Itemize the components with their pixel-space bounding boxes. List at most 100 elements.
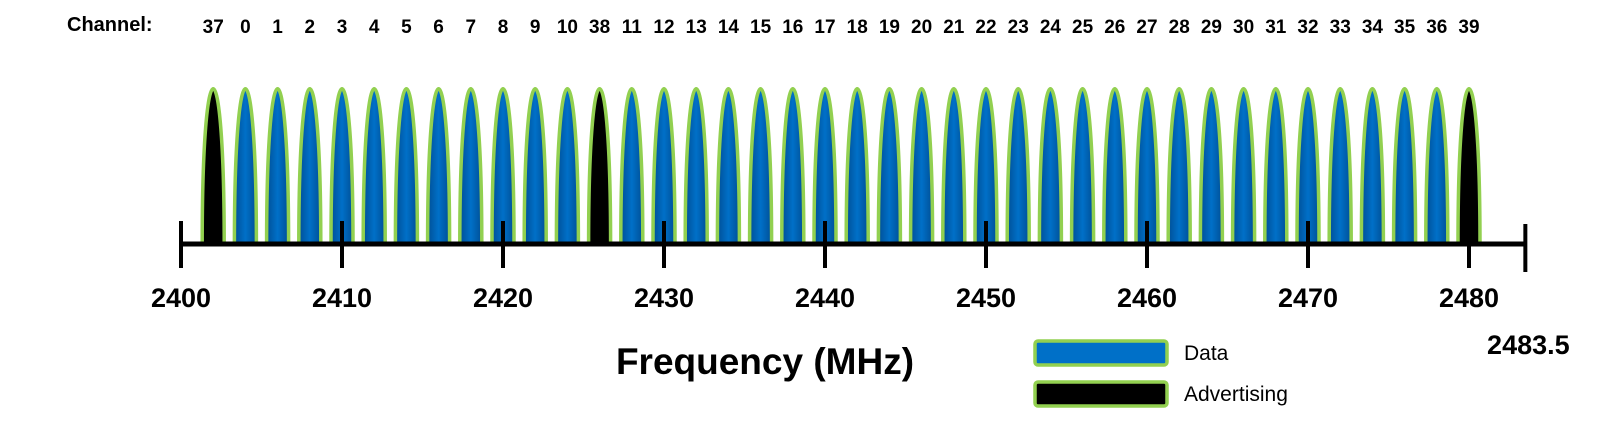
channel-label-29: 29 (1201, 17, 1222, 38)
channel-label-0: 0 (240, 17, 251, 38)
tick-label-2440: 2440 (795, 283, 855, 313)
data-channel-lobe-16 (780, 87, 806, 246)
tick-label-2400: 2400 (151, 283, 211, 313)
data-channel-lobe-0 (232, 87, 259, 246)
channel-label-33: 33 (1330, 17, 1351, 38)
data-channel-lobe-26 (1102, 87, 1128, 246)
data-channel-lobe-1 (264, 87, 291, 246)
data-channel-lobe-8 (490, 87, 516, 246)
channel-label-5: 5 (401, 17, 412, 38)
channel-label-28: 28 (1169, 17, 1190, 38)
channel-label-24: 24 (1040, 17, 1062, 38)
channel-label-16: 16 (782, 17, 803, 38)
data-channel-lobe-27 (1134, 87, 1160, 246)
tick-label-2450: 2450 (956, 283, 1016, 313)
channel-label-8: 8 (498, 17, 509, 38)
channel-label-18: 18 (847, 17, 868, 38)
tick-label-2480: 2480 (1439, 283, 1499, 313)
data-channel-lobe-17 (812, 87, 838, 246)
channel-label-1: 1 (272, 17, 283, 38)
data-channel-lobe-31 (1263, 87, 1289, 246)
channel-label-4: 4 (369, 17, 380, 38)
tick-label-2430: 2430 (634, 283, 694, 313)
channel-label-38: 38 (589, 17, 610, 38)
data-channel-lobe-34 (1359, 87, 1386, 246)
data-channel-lobe-6 (425, 87, 452, 246)
data-channel-lobe-2 (297, 87, 323, 246)
data-channel-lobe-12 (651, 87, 677, 246)
x-axis-title: Frequency (MHz) (616, 341, 914, 382)
data-channel-lobe-9 (522, 87, 548, 246)
channel-label-3: 3 (337, 17, 348, 38)
channel-label-36: 36 (1426, 17, 1447, 38)
channel-label-34: 34 (1362, 17, 1384, 38)
channel-label-10: 10 (557, 17, 578, 38)
data-channel-lobe-11 (619, 87, 645, 246)
channel-label-13: 13 (686, 17, 707, 38)
data-channel-lobe-13 (683, 87, 709, 246)
channel-label-17: 17 (814, 17, 835, 38)
tick-label-2420: 2420 (473, 283, 533, 313)
legend-label-data: Data (1184, 342, 1229, 365)
channel-title: Channel: (67, 14, 153, 36)
channel-label-14: 14 (718, 17, 740, 38)
data-channel-lobe-22 (973, 87, 999, 246)
legend-swatch-advertising (1033, 380, 1169, 408)
channel-label-12: 12 (653, 17, 674, 38)
tick-label-2470: 2470 (1278, 283, 1338, 313)
channel-label-6: 6 (433, 17, 444, 38)
data-channel-lobe-3 (329, 87, 355, 246)
channel-label-30: 30 (1233, 17, 1254, 38)
tick-label-2410: 2410 (312, 283, 372, 313)
advertising-channel-lobe-37 (200, 87, 226, 246)
channel-label-2: 2 (305, 17, 316, 38)
channel-label-35: 35 (1394, 17, 1416, 38)
channel-lobes (200, 87, 1482, 246)
data-channel-lobe-23 (1005, 87, 1031, 246)
channel-labels: 37 0 1 2 3 4 5 6 7 8 9 10 38 11 12 13 14 15 16 17 18 19 20 21 22… (203, 17, 1480, 38)
channel-label-20: 20 (911, 17, 932, 38)
channel-label-25: 25 (1072, 17, 1094, 38)
channel-label-9: 9 (530, 17, 541, 38)
data-channel-lobe-36 (1424, 87, 1450, 246)
tick-label-2460: 2460 (1117, 283, 1177, 313)
data-channel-lobe-33 (1327, 87, 1353, 246)
frequency-tick-labels: 2400 2410 2420 2430 2440 2450 2460 2470 2480 2483… (151, 283, 1570, 360)
channel-label-31: 31 (1265, 17, 1287, 38)
channel-label-37: 37 (203, 17, 224, 38)
data-channel-lobe-35 (1391, 87, 1418, 246)
data-channel-lobe-29 (1198, 87, 1225, 246)
channel-label-27: 27 (1136, 17, 1157, 38)
data-channel-lobe-5 (393, 87, 420, 246)
channel-label-26: 26 (1104, 17, 1125, 38)
data-channel-lobe-4 (361, 87, 387, 246)
advertising-channel-lobe-39 (1456, 87, 1482, 246)
data-channel-lobe-7 (458, 87, 484, 246)
data-channel-lobe-10 (554, 87, 581, 246)
channel-label-39: 39 (1458, 17, 1479, 38)
channel-label-15: 15 (750, 17, 772, 38)
data-channel-lobe-14 (715, 87, 742, 246)
data-channel-lobe-30 (1230, 87, 1257, 246)
data-channel-lobe-18 (844, 87, 870, 246)
channel-label-32: 32 (1297, 17, 1318, 38)
channel-label-11: 11 (622, 17, 643, 38)
legend-swatch-data (1033, 339, 1169, 367)
legend-label-advertising: Advertising (1184, 383, 1288, 406)
frequency-axis-ticks (179, 221, 1528, 272)
channel-label-19: 19 (879, 17, 900, 38)
data-channel-lobe-25 (1069, 87, 1096, 246)
data-channel-lobe-19 (876, 87, 903, 246)
channel-label-21: 21 (943, 17, 965, 38)
legend: Data Advertising (1033, 339, 1288, 408)
channel-label-7: 7 (466, 17, 477, 38)
tick-label-2483.5: 2483.5 (1487, 330, 1570, 360)
channel-label-22: 22 (975, 17, 996, 38)
data-channel-lobe-24 (1037, 87, 1064, 246)
data-channel-lobe-21 (941, 87, 967, 246)
channel-label-23: 23 (1008, 17, 1029, 38)
data-channel-lobe-32 (1295, 87, 1321, 246)
advertising-channel-lobe-38 (586, 87, 613, 246)
data-channel-lobe-28 (1166, 87, 1192, 246)
